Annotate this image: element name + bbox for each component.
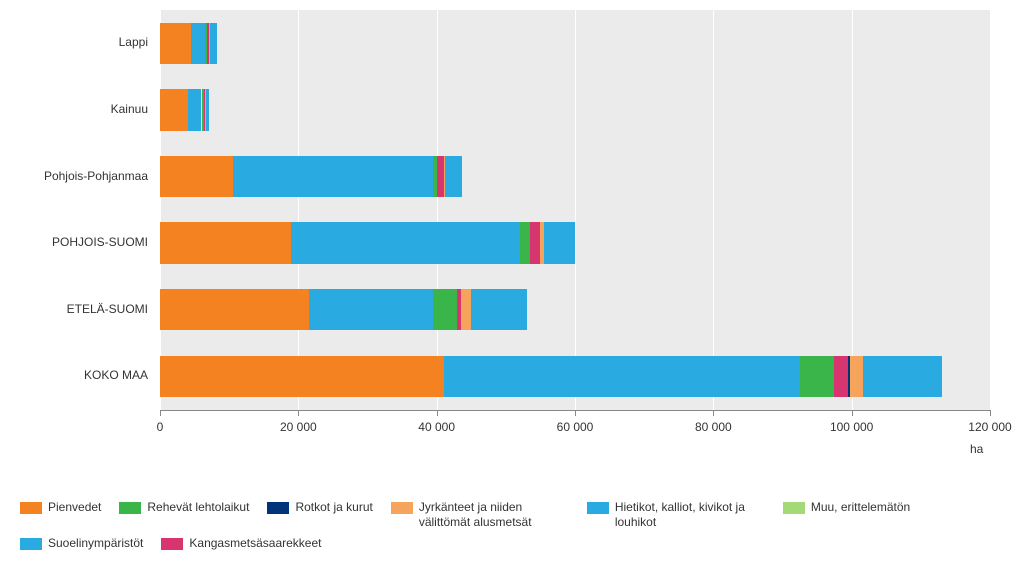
legend-swatch (20, 538, 42, 550)
x-tick-label: 120 000 (968, 420, 1011, 434)
bar-segment-lehtolaikut (433, 289, 457, 330)
gridline (575, 10, 576, 410)
x-tick-label: 0 (157, 420, 164, 434)
bar-row (160, 23, 990, 64)
bar-segment-hietikot (445, 156, 462, 197)
plot-area (160, 10, 990, 410)
legend-label: Kangasmetsäsaarekkeet (189, 536, 321, 551)
bar-row (160, 156, 990, 197)
legend-item-suoelin: Suoelinympäristöt (20, 536, 143, 551)
x-tick (990, 410, 991, 416)
chart-container: Lappi Kainuu Pohjois-Pohjanmaa POHJOIS-SUOM… (0, 0, 1023, 575)
bar-segment-hietikot (210, 23, 217, 64)
x-tick-label: 100 000 (830, 420, 873, 434)
gridline (990, 10, 991, 410)
y-category-label: POHJOIS-SUOMI (0, 235, 148, 249)
y-category-label: Lappi (0, 35, 148, 49)
bar-segment-pienvedet (160, 89, 188, 130)
bar-row (160, 89, 990, 130)
bar-segment-hietikot (206, 89, 209, 130)
gridline (713, 10, 714, 410)
legend-item-jyrkanteet: Jyrkänteet ja niiden välittömät alusmets… (391, 500, 569, 530)
x-tick-label: 20 000 (280, 420, 317, 434)
bar-segment-pienvedet (160, 222, 291, 263)
bar-row (160, 222, 990, 263)
bar-segment-jyrkanteet (461, 289, 471, 330)
legend-item-hietikot: Hietikot, kalliot, kivikot ja louhikot (587, 500, 765, 530)
x-tick (852, 410, 853, 416)
gridline (852, 10, 853, 410)
bar-row (160, 356, 990, 397)
legend-row: Pienvedet Rehevät lehtolaikut Rotkot ja ku… (20, 500, 1003, 530)
x-tick (298, 410, 299, 416)
x-tick-label: 80 000 (695, 420, 732, 434)
bar-segment-suoelin (444, 356, 800, 397)
bar-segment-kangasmetsa (437, 156, 444, 197)
legend-item-muu: Muu, erittelemätön (783, 500, 910, 515)
gridline (160, 10, 161, 410)
bar-row (160, 289, 990, 330)
bar-segment-kangasmetsa (530, 222, 540, 263)
bar-segment-jyrkanteet (850, 356, 864, 397)
x-axis-title: ha (970, 442, 983, 456)
bar-segment-hietikot (544, 222, 575, 263)
y-category-label: Pohjois-Pohjanmaa (0, 169, 148, 183)
x-tick-label: 60 000 (557, 420, 594, 434)
legend-swatch (587, 502, 609, 514)
bar-segment-kangasmetsa (834, 356, 848, 397)
legend-row: Suoelinympäristöt Kangasmetsäsaarekkeet (20, 536, 1003, 551)
x-tick (575, 410, 576, 416)
legend-swatch (119, 502, 141, 514)
x-tick (713, 410, 714, 416)
bar-segment-suoelin (309, 289, 434, 330)
gridline (437, 10, 438, 410)
legend-swatch (20, 502, 42, 514)
legend-label: Muu, erittelemätön (811, 500, 910, 515)
bar-segment-suoelin (233, 156, 434, 197)
legend-swatch (161, 538, 183, 550)
legend-swatch (391, 502, 413, 514)
legend-label: Hietikot, kalliot, kivikot ja louhikot (615, 500, 765, 530)
bar-segment-hietikot (863, 356, 941, 397)
x-tick-label: 40 000 (418, 420, 455, 434)
bar-segment-pienvedet (160, 156, 233, 197)
bar-segment-lehtolaikut (520, 222, 530, 263)
legend-item-pienvedet: Pienvedet (20, 500, 101, 515)
y-category-label: KOKO MAA (0, 368, 148, 382)
legend-label: Rotkot ja kurut (295, 500, 372, 515)
legend-label: Suoelinympäristöt (48, 536, 143, 551)
bar-segment-pienvedet (160, 23, 191, 64)
y-category-label: Kainuu (0, 102, 148, 116)
bar-segment-suoelin (291, 222, 519, 263)
legend-swatch (267, 502, 289, 514)
legend-item-kangasmetsa: Kangasmetsäsaarekkeet (161, 536, 321, 551)
bar-segment-pienvedet (160, 356, 444, 397)
legend-swatch (783, 502, 805, 514)
legend-label: Jyrkänteet ja niiden välittömät alusmets… (419, 500, 569, 530)
bar-segment-suoelin (191, 23, 205, 64)
legend-item-rotkot: Rotkot ja kurut (267, 500, 372, 515)
x-tick (437, 410, 438, 416)
gridline (298, 10, 299, 410)
legend-label: Rehevät lehtolaikut (147, 500, 249, 515)
y-category-label: ETELÄ-SUOMI (0, 302, 148, 316)
x-tick (160, 410, 161, 416)
legend: Pienvedet Rehevät lehtolaikut Rotkot ja ku… (20, 500, 1003, 557)
legend-label: Pienvedet (48, 500, 101, 515)
bar-segment-suoelin (188, 89, 202, 130)
bar-segment-hietikot (471, 289, 526, 330)
bar-segment-pienvedet (160, 289, 309, 330)
legend-item-lehtolaikut: Rehevät lehtolaikut (119, 500, 249, 515)
bar-segment-lehtolaikut (800, 356, 835, 397)
